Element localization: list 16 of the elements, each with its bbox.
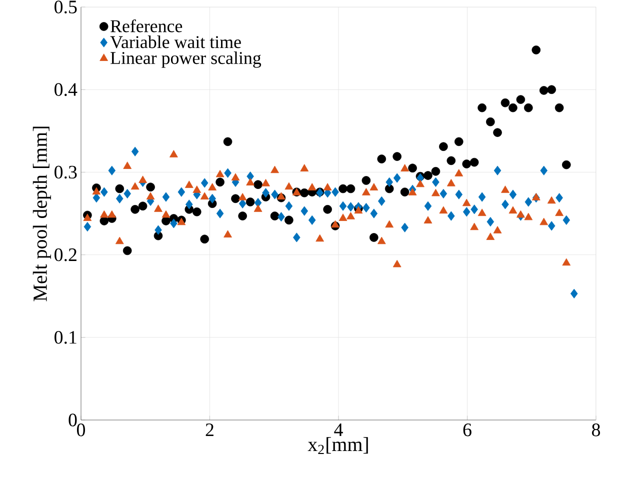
x-tick-label: 4 (334, 424, 343, 436)
x-tick-label: 8 (592, 424, 600, 436)
y-tick-label: 0.2 (54, 248, 76, 262)
y-tick-label: 0 (68, 414, 77, 426)
legend-label: Variable wait time (110, 36, 241, 48)
x-tick-label: 6 (463, 424, 472, 436)
y-tick-label: 0.5 (54, 0, 77, 14)
x-axis-title: x$_{2}$[mm] (308, 437, 368, 454)
x-tick-label: 2 (206, 424, 214, 436)
y-tick-label: 0.4 (54, 83, 78, 96)
y-axis-title: Melt pool depth [mm] (32, 126, 51, 302)
legend-label: Reference (110, 19, 182, 32)
y-tick-label: 0.1 (54, 330, 76, 344)
y-tick-label: 0.3 (54, 166, 77, 179)
x-tick-label: 0 (76, 424, 85, 436)
legend-label: Linear power scaling (110, 51, 262, 68)
